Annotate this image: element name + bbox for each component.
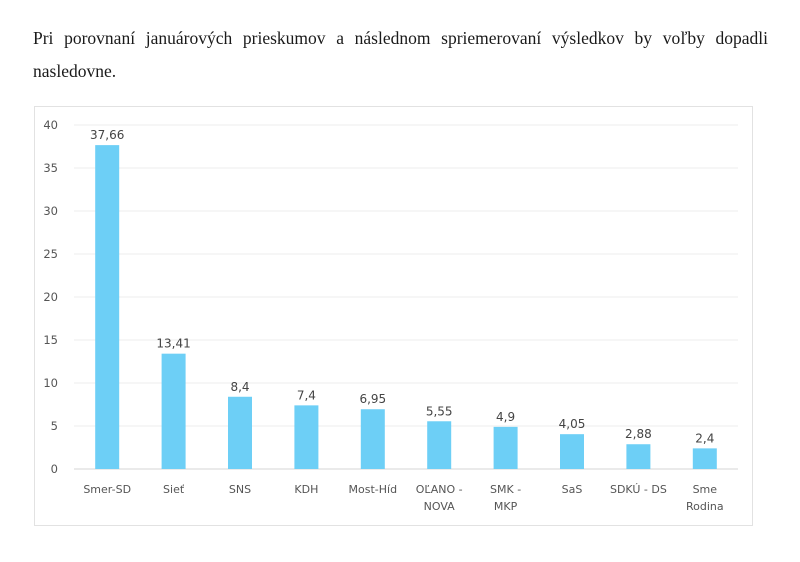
category-label-line: SMK - — [490, 483, 521, 496]
data-label: 4,9 — [496, 410, 515, 424]
category-label-line: OĽANO - — [416, 483, 463, 496]
category-label: KDH — [294, 483, 318, 496]
bar — [95, 145, 120, 469]
category-label-line: Rodina — [686, 500, 724, 513]
category-label-line: MKP — [494, 500, 518, 513]
y-tick-label: 20 — [43, 290, 58, 304]
y-tick-label: 5 — [51, 419, 58, 433]
bar — [228, 396, 252, 469]
bars — [95, 145, 717, 469]
y-tick-label: 40 — [43, 118, 58, 132]
category-label: OĽANO - NOVA — [416, 483, 463, 513]
data-label: 2,4 — [695, 431, 714, 445]
category-label-line: SDKÚ - DS — [610, 483, 667, 496]
bar — [626, 444, 651, 469]
category-label: SaS — [562, 483, 583, 496]
data-label: 7,4 — [297, 388, 316, 402]
bar — [360, 409, 385, 469]
bar-chart: 0 5 10 15 20 25 30 35 40 37,66 13,41 8,4 7,4 6,95 5,5… — [43, 118, 738, 513]
y-tick-label: 25 — [43, 247, 58, 261]
bar — [493, 426, 518, 469]
category-label: SNS — [229, 483, 251, 496]
data-labels: 37,66 13,41 8,4 7,4 6,95 5,55 4,9 4,05 2,88 2,4 — [90, 128, 714, 445]
category-label-line: SNS — [229, 483, 251, 496]
bar — [294, 405, 319, 469]
category-label: SMK - MKP — [490, 483, 521, 513]
data-label: 4,05 — [559, 417, 586, 431]
category-label: Sme Rodina — [686, 483, 724, 513]
data-label: 2,88 — [625, 427, 652, 441]
category-label-line: Most-Híd — [349, 483, 398, 496]
bar — [692, 448, 717, 469]
y-tick-label: 30 — [43, 204, 58, 218]
category-label: SDKÚ - DS — [610, 483, 667, 496]
y-tick-label: 35 — [43, 161, 58, 175]
category-label-line: SaS — [562, 483, 583, 496]
bar — [161, 353, 186, 469]
y-tick-label: 10 — [43, 376, 58, 390]
data-label: 8,4 — [230, 380, 249, 394]
category-label: Sieť — [163, 483, 185, 496]
category-label-line: NOVA — [424, 500, 456, 513]
category-label: Smer-SD — [83, 483, 131, 496]
y-axis: 0 5 10 15 20 25 30 35 40 — [43, 118, 58, 476]
category-label-line: Sme — [693, 483, 718, 496]
category-label: Most-Híd — [349, 483, 398, 496]
category-label-line: KDH — [294, 483, 318, 496]
data-label: 37,66 — [90, 128, 124, 142]
y-tick-label: 0 — [51, 462, 58, 476]
data-label: 5,55 — [426, 404, 453, 418]
bar — [560, 434, 584, 469]
data-label: 6,95 — [359, 392, 386, 406]
bar — [427, 421, 452, 469]
data-label: 13,41 — [156, 337, 190, 351]
y-tick-label: 15 — [43, 333, 58, 347]
intro-paragraph: Pri porovnaní januárových prieskumov a n… — [33, 28, 768, 81]
x-axis: Smer-SD Sieť SNS KDH Most-Híd OĽANO - NOVA SMK … — [83, 483, 723, 513]
category-label-line: Sieť — [163, 483, 185, 496]
category-label-line: Smer-SD — [83, 483, 131, 496]
